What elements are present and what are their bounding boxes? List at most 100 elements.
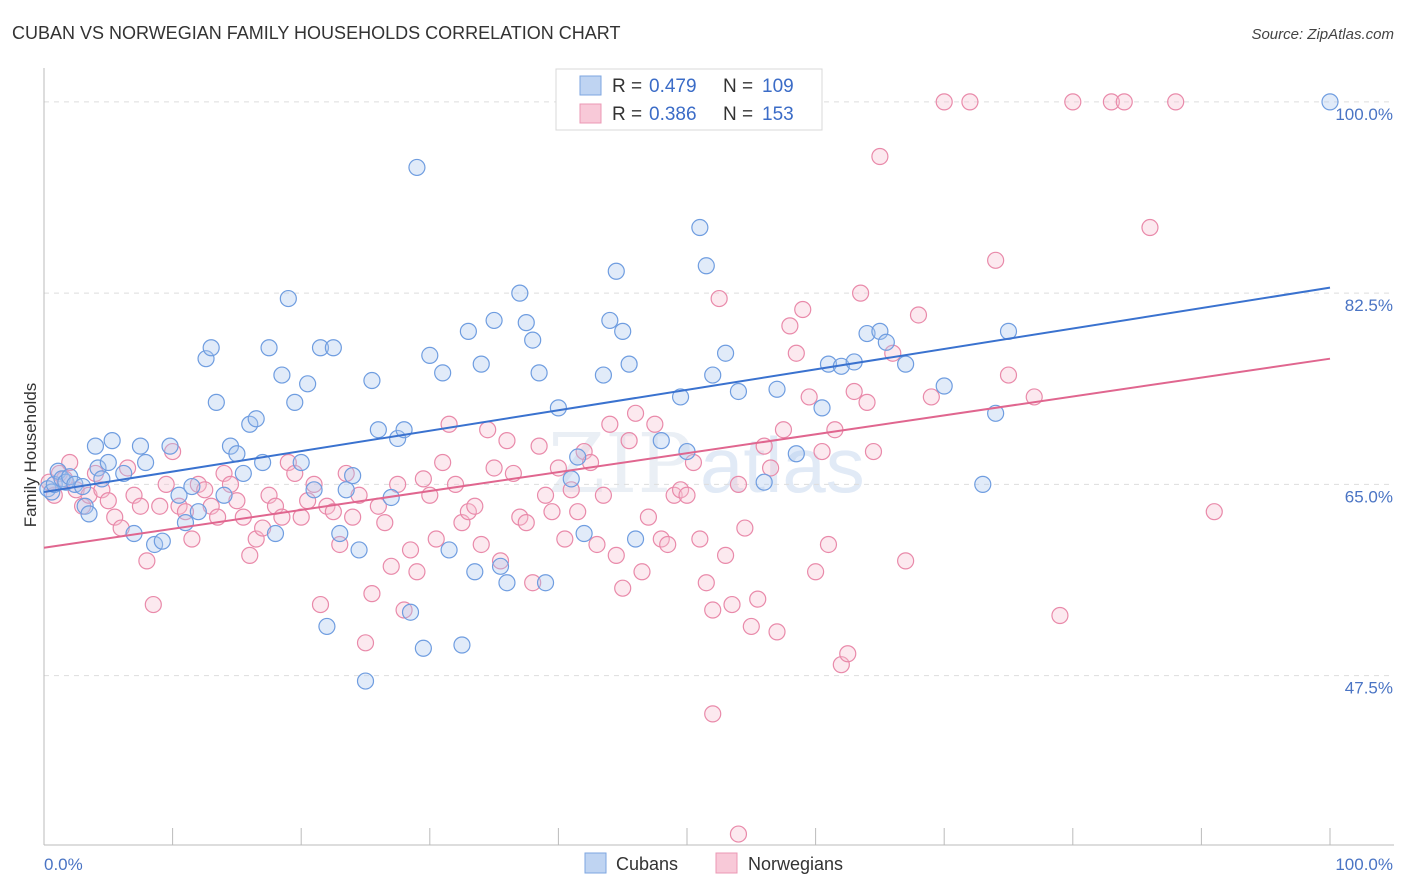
point-norwegians [131, 497, 150, 515]
y-axis-label: Family Households [21, 383, 40, 528]
point-norwegians [241, 546, 259, 564]
point-cubans [704, 366, 722, 384]
legend-swatch-norwegians [579, 103, 602, 124]
point-norwegians [588, 535, 606, 554]
point-norwegians [819, 535, 838, 554]
point-norwegians [151, 497, 169, 515]
point-cubans [305, 481, 323, 499]
point-cubans [369, 421, 387, 439]
point-cubans [86, 437, 105, 455]
point-cubans [517, 314, 535, 332]
point-cubans [569, 448, 587, 466]
point-cubans [318, 617, 336, 636]
point-cubans [536, 574, 555, 592]
trend-line-norwegians [43, 357, 1331, 549]
watermark-zip: ZIP [548, 417, 693, 512]
point-norwegians [684, 453, 703, 472]
point-norwegians [99, 492, 117, 510]
grid-lines [44, 101, 1394, 677]
y-tick-labels: 47.5% 65.0% 82.5% 100.0% [1335, 105, 1393, 698]
point-cubans [472, 355, 490, 373]
point-cubans [215, 486, 233, 504]
point-cubans [485, 311, 503, 330]
point-cubans [337, 481, 355, 499]
point-cubans [813, 399, 831, 417]
point-cubans [80, 505, 98, 523]
point-norwegians [382, 557, 400, 575]
legend-n-value-norwegians: 153 [762, 104, 794, 125]
bottom-legend-label-cubans: Cubans [616, 854, 678, 874]
point-cubans [601, 311, 619, 330]
point-norwegians [742, 617, 760, 636]
point-norwegians [61, 453, 79, 472]
legend-r-value-cubans: 0.479 [649, 76, 697, 97]
point-cubans [897, 355, 915, 373]
point-norwegians [260, 486, 278, 504]
point-norwegians [363, 585, 381, 603]
point-cubans [131, 437, 150, 455]
point-cubans [626, 530, 645, 548]
trend-line-cubans [43, 286, 1331, 493]
point-norwegians [999, 366, 1018, 384]
point-norwegians [620, 432, 638, 450]
point-cubans [273, 366, 291, 384]
point-norwegians [530, 437, 548, 455]
point-norwegians [395, 601, 413, 619]
chart-title: CUBAN VS NORWEGIAN FAMILY HOUSEHOLDS COR… [12, 23, 620, 43]
point-norwegians [723, 595, 741, 614]
point-cubans [787, 445, 805, 463]
point-cubans [183, 477, 201, 496]
point-norwegians [215, 464, 233, 483]
point-norwegians [569, 503, 587, 521]
legend-r-value-norwegians: 0.386 [649, 104, 697, 125]
point-cubans [350, 541, 368, 559]
point-norwegians [279, 453, 297, 472]
point-cubans [228, 445, 246, 463]
point-norwegians [839, 645, 857, 663]
point-norwegians [1141, 218, 1159, 237]
watermark-atlas: atlas [700, 421, 865, 509]
point-cubans [768, 380, 786, 398]
point-norwegians [106, 508, 124, 526]
point-cubans [161, 437, 179, 455]
x-tick-label-min: 0.0% [44, 855, 83, 874]
point-norwegians [736, 519, 754, 537]
point-cubans [331, 524, 349, 543]
point-norwegians [845, 382, 863, 401]
legend-n-label-norwegians: N = [723, 104, 753, 125]
point-cubans [434, 364, 452, 382]
point-norwegians [1205, 503, 1223, 521]
point-cubans [466, 563, 484, 581]
point-cubans [299, 375, 317, 393]
legend-swatch-cubans [579, 75, 602, 96]
point-norwegians [864, 442, 883, 461]
point-norwegians [1051, 606, 1069, 625]
point-norwegians [434, 453, 452, 472]
point-cubans [530, 364, 548, 382]
point-norwegians [350, 486, 368, 504]
point-norwegians [897, 552, 915, 570]
point-cubans [755, 473, 773, 491]
bottom-legend: Cubans Norwegians [584, 852, 843, 874]
axes [43, 68, 1394, 846]
point-norwegians [832, 656, 850, 674]
point-norwegians [794, 300, 812, 319]
point-norwegians [716, 546, 735, 564]
point-norwegians [221, 475, 240, 493]
point-norwegians [626, 404, 645, 422]
point-norwegians [157, 475, 175, 493]
point-cubans [279, 289, 297, 308]
point-norwegians [1064, 93, 1082, 111]
point-cubans [697, 257, 715, 275]
legend-n-label-cubans: N = [723, 76, 753, 97]
point-norwegians [678, 486, 696, 504]
point-cubans [408, 158, 426, 177]
point-norwegians [607, 546, 625, 564]
point-norwegians [852, 284, 870, 302]
point-norwegians [138, 552, 156, 570]
point-cubans [170, 486, 188, 504]
point-cubans [716, 344, 735, 362]
point-norwegians [472, 535, 490, 554]
point-cubans [324, 339, 342, 357]
